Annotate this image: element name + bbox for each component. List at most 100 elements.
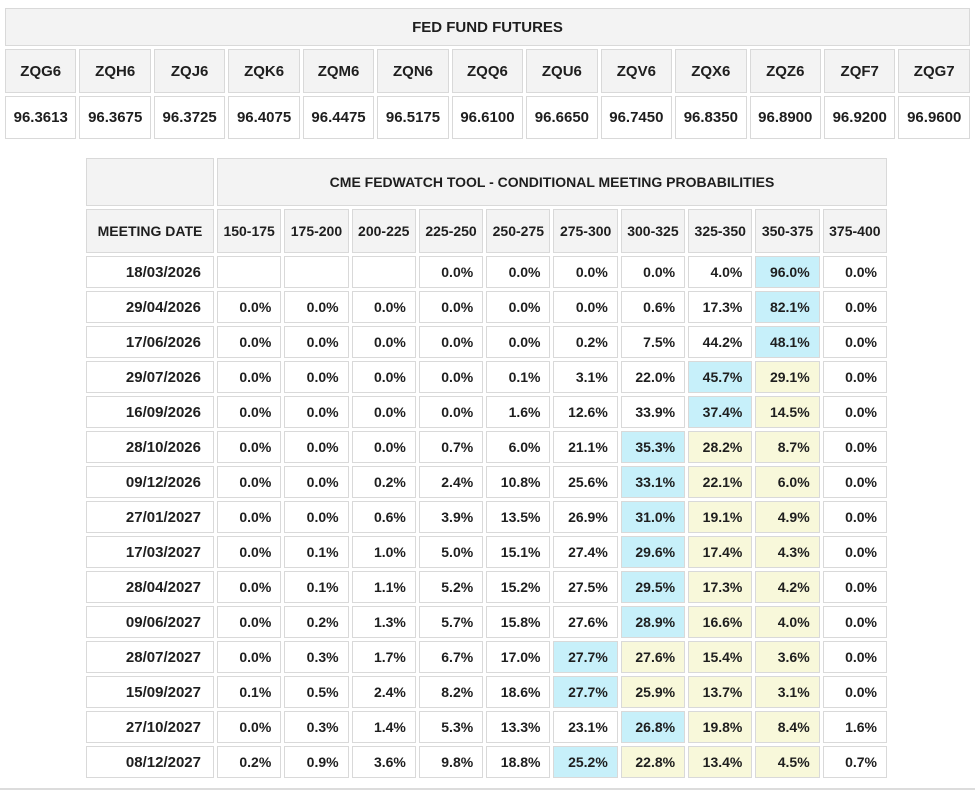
- probability-cell: 17.3%: [688, 571, 753, 603]
- meeting-date-cell: 17/06/2026: [86, 326, 214, 358]
- probability-cell: 0.0%: [620, 256, 686, 288]
- probability-cell: 15.8%: [486, 606, 551, 638]
- probability-cell: 0.6%: [620, 291, 686, 323]
- probability-cell: 0.0%: [284, 501, 349, 533]
- meeting-row: 29/04/2026 0.0% 0.0% 0.0% 0.0% 0.0% 0.0% 0.6% 17…: [86, 291, 887, 323]
- probability-cell: 13.3%: [486, 711, 551, 743]
- probability-cell: 6.7%: [418, 641, 484, 673]
- futures-prices-row: 96.3613 96.3675 96.3725 96.4075 96.4475 96.51…: [5, 96, 970, 139]
- meeting-date-cell: 09/06/2027: [86, 606, 214, 638]
- probability-cell: 0.0%: [486, 256, 551, 288]
- probability-cell: 13.5%: [486, 501, 551, 533]
- probability-cell: 0.0%: [284, 326, 349, 358]
- probability-cell: 0.0%: [217, 571, 282, 603]
- futures-symbol-header: ZQG6: [5, 49, 77, 93]
- probability-cell: 7.5%: [620, 326, 686, 358]
- futures-price-cell: 96.3725: [153, 96, 226, 139]
- probability-cell: 0.1%: [486, 361, 551, 393]
- rate-range-header: 150-175: [217, 209, 282, 253]
- probability-cell: 0.0%: [284, 396, 349, 428]
- meeting-row: 28/10/2026 0.0% 0.0% 0.0% 0.7% 6.0% 21.1% 35.3%…: [86, 431, 887, 463]
- probability-cell: 0.2%: [217, 746, 282, 778]
- probability-cell: 0.1%: [284, 571, 349, 603]
- probability-cell: 22.8%: [620, 746, 686, 778]
- futures-symbol-header: ZQQ6: [451, 49, 524, 93]
- probability-cell: 0.3%: [284, 711, 349, 743]
- probability-cell: 37.4%: [688, 396, 753, 428]
- probability-cell: 0.0%: [822, 501, 887, 533]
- probability-cell: 0.0%: [486, 291, 551, 323]
- probability-cell: 29.1%: [755, 361, 820, 393]
- meeting-row: 17/06/2026 0.0% 0.0% 0.0% 0.0% 0.0% 0.2% 7.5% 44…: [86, 326, 887, 358]
- probability-cell: 15.4%: [688, 641, 753, 673]
- fedwatch-table-title: CME FEDWATCH TOOL - CONDITIONAL MEETING …: [217, 158, 887, 206]
- meeting-date-header: MEETING DATE: [86, 209, 214, 253]
- probability-cell: 3.6%: [755, 641, 820, 673]
- meeting-date-cell: 29/04/2026: [86, 291, 214, 323]
- probability-cell: 0.0%: [217, 326, 282, 358]
- meeting-row: 09/12/2026 0.0% 0.0% 0.2% 2.4% 10.8% 25.6% 33.1…: [86, 466, 887, 498]
- probability-cell: 1.0%: [351, 536, 416, 568]
- futures-symbol-header: ZQU6: [526, 49, 598, 93]
- probability-cell: 0.0%: [217, 536, 282, 568]
- fedwatch-title-row: CME FEDWATCH TOOL - CONDITIONAL MEETING …: [86, 158, 887, 206]
- probability-cell: 3.1%: [755, 676, 820, 708]
- fed-fund-futures-table: FED FUND FUTURES ZQG6 ZQH6 ZQJ6 ZQK6 ZQM6 ZQN…: [2, 5, 973, 142]
- probability-cell: 0.0%: [217, 466, 282, 498]
- probability-cell: 16.6%: [688, 606, 753, 638]
- futures-symbol-header: ZQJ6: [153, 49, 226, 93]
- futures-symbol-header: ZQM6: [302, 49, 375, 93]
- rate-range-header: 375-400: [822, 209, 887, 253]
- rate-range-header: 275-300: [553, 209, 618, 253]
- probability-cell: 0.0%: [822, 641, 887, 673]
- probability-cell: 0.0%: [284, 431, 349, 463]
- futures-symbol-header: ZQV6: [600, 49, 673, 93]
- probability-cell: 27.4%: [553, 536, 618, 568]
- probability-cell: 6.0%: [486, 431, 551, 463]
- probability-cell: 26.8%: [620, 711, 686, 743]
- fedwatch-body: 18/03/2026 0.0% 0.0% 0.0% 0.0% 4.0% 96.0% 0.0% 2…: [86, 256, 887, 778]
- probability-cell: 0.0%: [217, 396, 282, 428]
- probability-cell: [351, 256, 416, 288]
- probability-cell: 0.7%: [822, 746, 887, 778]
- probability-cell: 0.1%: [284, 536, 349, 568]
- probability-cell: 8.7%: [755, 431, 820, 463]
- probability-cell: 0.0%: [822, 606, 887, 638]
- probability-cell: 17.0%: [486, 641, 551, 673]
- probability-cell: 1.3%: [351, 606, 416, 638]
- probability-cell: 2.4%: [418, 466, 484, 498]
- futures-symbol-header: ZQH6: [79, 49, 151, 93]
- meeting-row: 09/06/2027 0.0% 0.2% 1.3% 5.7% 15.8% 27.6% 28.9…: [86, 606, 887, 638]
- probability-cell: 1.6%: [486, 396, 551, 428]
- futures-price-cell: 96.9600: [898, 96, 970, 139]
- probability-cell: 19.1%: [688, 501, 753, 533]
- probability-cell: 27.6%: [553, 606, 618, 638]
- futures-title-row: FED FUND FUTURES: [5, 8, 970, 46]
- fedwatch-corner-cell: [86, 158, 214, 206]
- probability-cell: 0.0%: [284, 291, 349, 323]
- futures-price-cell: 96.6100: [451, 96, 524, 139]
- meeting-date-cell: 28/07/2027: [86, 641, 214, 673]
- meeting-row: 17/03/2027 0.0% 0.1% 1.0% 5.0% 15.1% 27.4% 29.6…: [86, 536, 887, 568]
- probability-cell: 0.0%: [284, 361, 349, 393]
- probability-cell: 27.5%: [553, 571, 618, 603]
- futures-price-cell: 96.6650: [526, 96, 598, 139]
- futures-price-cell: 96.8900: [749, 96, 821, 139]
- probability-cell: 25.6%: [553, 466, 618, 498]
- probability-cell: 29.5%: [620, 571, 686, 603]
- futures-symbol-header: ZQZ6: [749, 49, 821, 93]
- futures-price-cell: 96.4475: [302, 96, 375, 139]
- meeting-date-cell: 17/03/2027: [86, 536, 214, 568]
- probability-cell: 0.0%: [822, 676, 887, 708]
- probability-cell: 0.0%: [351, 361, 416, 393]
- probability-cell: 18.6%: [486, 676, 551, 708]
- probability-cell: 28.9%: [620, 606, 686, 638]
- meeting-row: 27/01/2027 0.0% 0.0% 0.6% 3.9% 13.5% 26.9% 31.0…: [86, 501, 887, 533]
- probability-cell: [284, 256, 349, 288]
- meeting-date-cell: 29/07/2026: [86, 361, 214, 393]
- probability-cell: 0.0%: [553, 256, 618, 288]
- probability-cell: 25.9%: [620, 676, 686, 708]
- futures-price-cell: 96.3675: [79, 96, 151, 139]
- probability-cell: 17.4%: [688, 536, 753, 568]
- probability-cell: 0.0%: [284, 466, 349, 498]
